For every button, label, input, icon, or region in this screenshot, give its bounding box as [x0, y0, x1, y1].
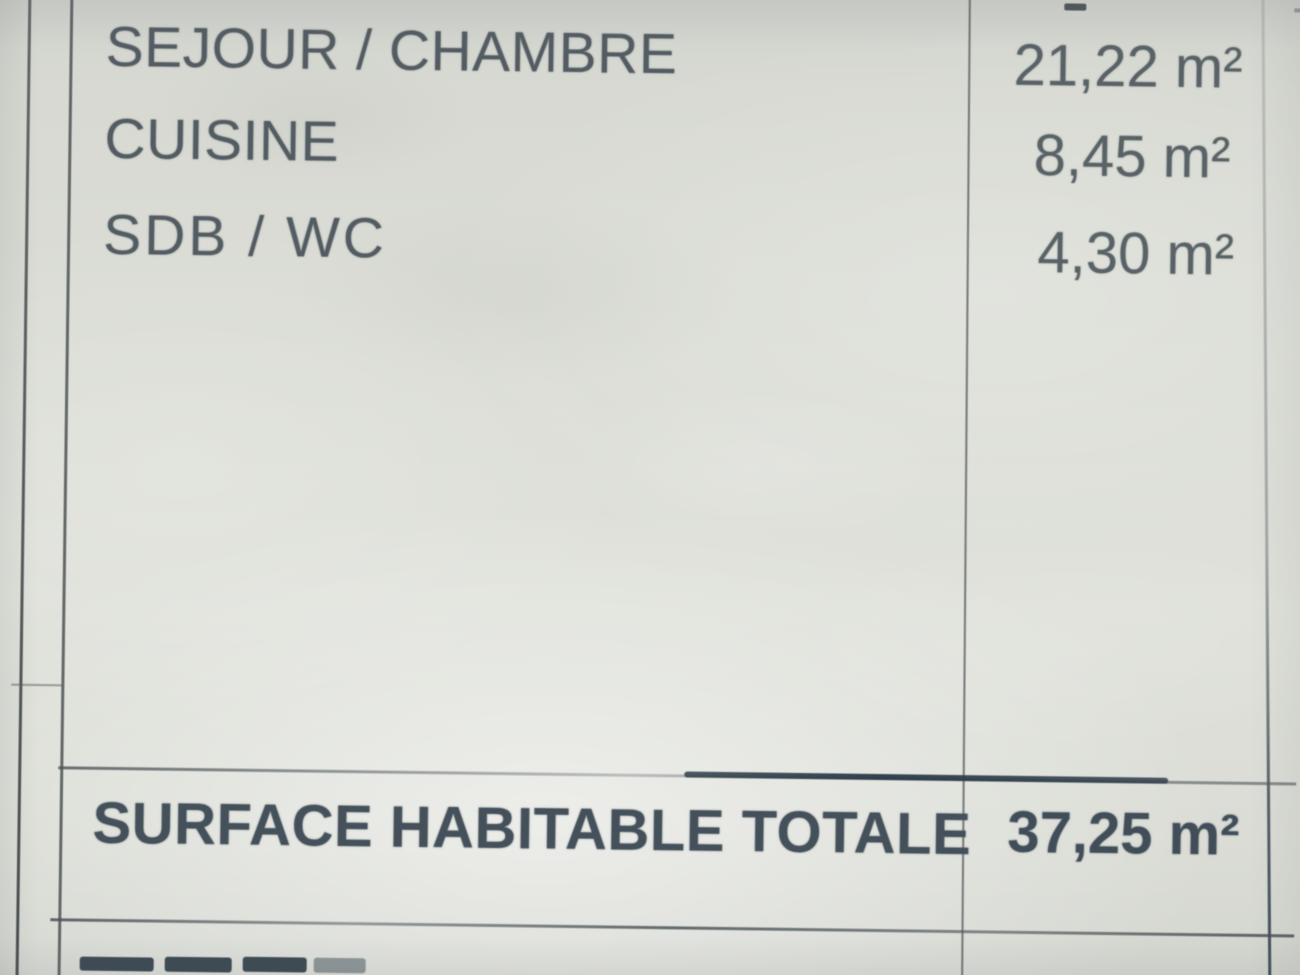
room-label-sejour-chambre: SEJOUR / CHAMBRE: [105, 14, 678, 87]
row-divider-below-total: [50, 918, 1295, 938]
cutoff-text-fragment: [313, 957, 366, 974]
area-value-sdb-wc: 4,30 m²: [1037, 220, 1235, 288]
table-border-left-inner: [57, 0, 74, 975]
table-border-right: [1261, 0, 1271, 975]
cutoff-mark-top: [1064, 3, 1087, 11]
room-label-sdb-wc: SDB / WC: [102, 202, 388, 271]
area-value-sejour-chambre: 21,22 m²: [1013, 32, 1243, 101]
total-surface-value: 37,25 m²: [1006, 799, 1240, 868]
cutoff-text-fragment: [242, 956, 307, 973]
row-divider-dark-segment: [684, 771, 1169, 784]
cutoff-mark-top-corner: [1294, 8, 1300, 13]
total-surface-label: SURFACE HABITABLE TOTALE: [92, 790, 972, 868]
table-border-left-outer: [15, 0, 32, 975]
room-label-cuisine: CUISINE: [104, 106, 340, 174]
cutoff-text-fragment: [79, 956, 154, 972]
cutoff-text-fragment: [164, 956, 232, 973]
area-value-cuisine: 8,45 m²: [1033, 122, 1231, 191]
